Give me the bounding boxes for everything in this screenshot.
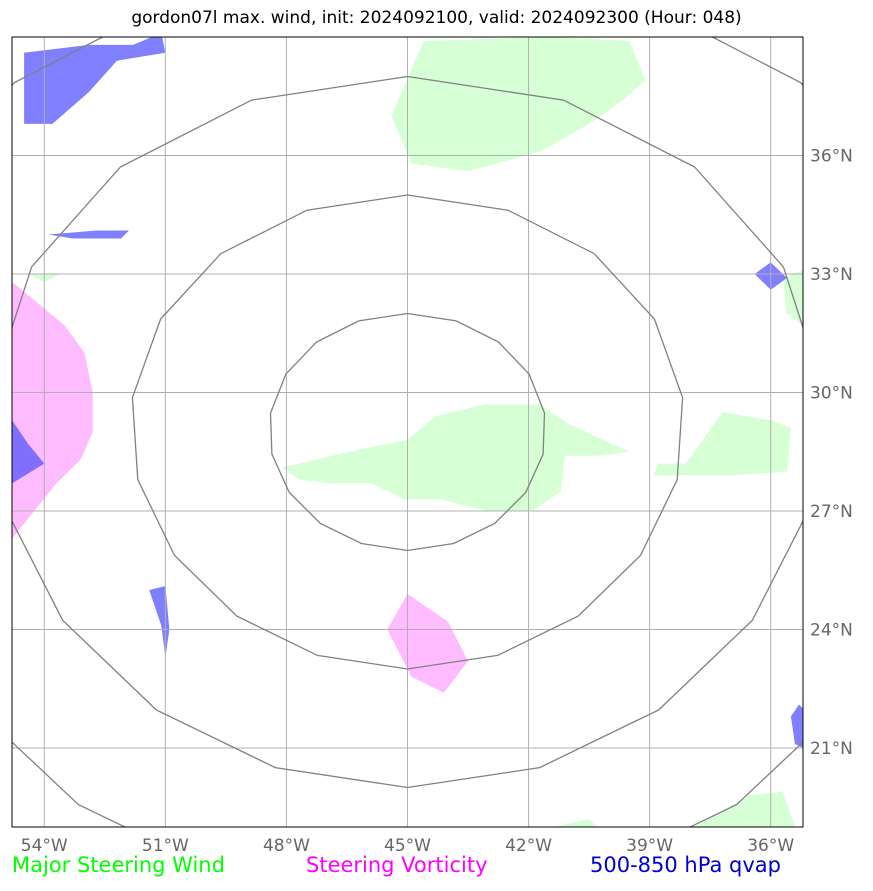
steering-wind-area xyxy=(282,404,630,511)
lat-tick-label: 30°N xyxy=(810,384,853,404)
steering-wind-area xyxy=(391,37,646,172)
qvap-area xyxy=(48,230,129,239)
steering-vorticity-area xyxy=(387,594,468,693)
lat-tick-label: 24°N xyxy=(810,621,853,641)
lon-tick-label: 39°W xyxy=(626,836,673,856)
steering-wind-area xyxy=(653,412,791,476)
range-ring xyxy=(12,75,803,789)
lat-tick-label: 33°N xyxy=(810,265,853,285)
legend-steering-wind: Major Steering Wind xyxy=(12,853,225,877)
longitude-ticks: 54°W 51°W 48°W 45°W 42°W 39°W 36°W xyxy=(21,836,795,856)
lon-tick-label: 48°W xyxy=(263,836,310,856)
qvap-area xyxy=(24,37,166,124)
lon-tick-label: 51°W xyxy=(142,836,189,856)
graticule xyxy=(12,37,803,827)
map-title: gordon07l max. wind, init: 2024092100, v… xyxy=(131,8,742,28)
lat-tick-label: 27°N xyxy=(810,502,853,522)
qvap-area xyxy=(790,704,803,748)
steering-vorticity-area xyxy=(12,281,93,539)
steering-wind-area xyxy=(552,819,598,827)
qvap-area xyxy=(12,420,45,484)
lat-tick-label: 36°N xyxy=(810,147,853,167)
latitude-ticks: 36°N 33°N 30°N 27°N 24°N 21°N xyxy=(810,147,853,760)
range-ring xyxy=(269,312,546,552)
legend-qvap: 500-850 hPa qvap xyxy=(590,853,781,877)
map-frame xyxy=(11,36,804,828)
lon-tick-label: 54°W xyxy=(21,836,68,856)
steering-wind-area xyxy=(694,791,795,827)
qvap-area xyxy=(149,586,170,658)
lon-tick-label: 42°W xyxy=(505,836,552,856)
lon-tick-label: 45°W xyxy=(384,836,431,856)
lon-tick-label: 36°W xyxy=(747,836,794,856)
range-ring xyxy=(131,194,684,670)
lat-tick-label: 21°N xyxy=(810,739,853,759)
legend-steering-vorticity: Steering Vorticity xyxy=(306,853,488,877)
